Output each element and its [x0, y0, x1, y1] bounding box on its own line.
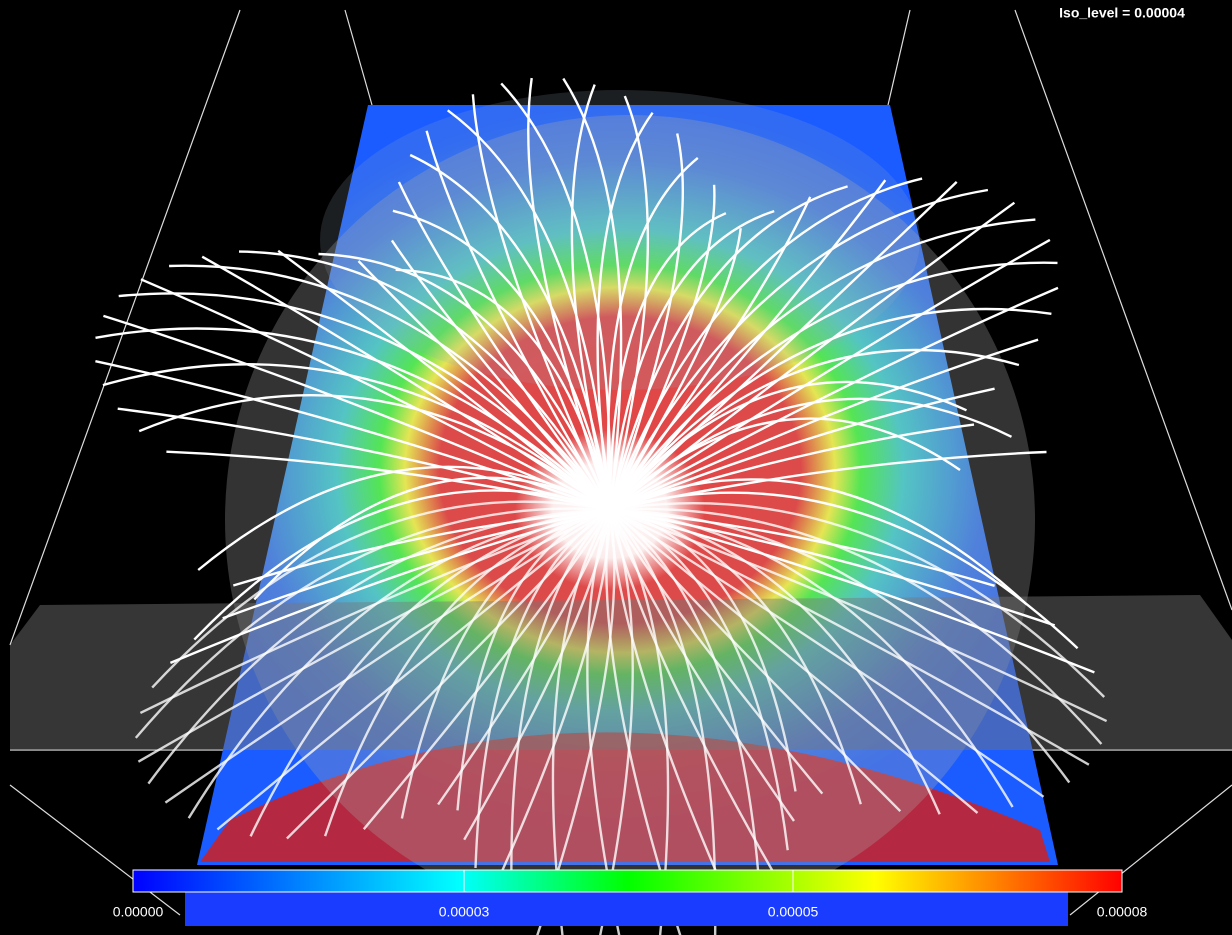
colorbar-label: 0.00003	[439, 904, 490, 920]
colorbar-label: 0.00008	[1097, 904, 1148, 920]
source-core	[515, 430, 705, 590]
colorbar-label: 0.00005	[768, 904, 819, 920]
colorbar	[132, 869, 1123, 893]
colorbar-base	[185, 892, 1068, 926]
colorbar-label: 0.00000	[113, 904, 164, 920]
iso-cap	[320, 90, 920, 390]
ground-slab	[10, 595, 1232, 750]
streamline	[95, 327, 611, 511]
streamline	[608, 218, 1036, 511]
streamline	[608, 188, 989, 511]
iso-level-label: Iso_level = 0.00004	[1059, 5, 1185, 21]
